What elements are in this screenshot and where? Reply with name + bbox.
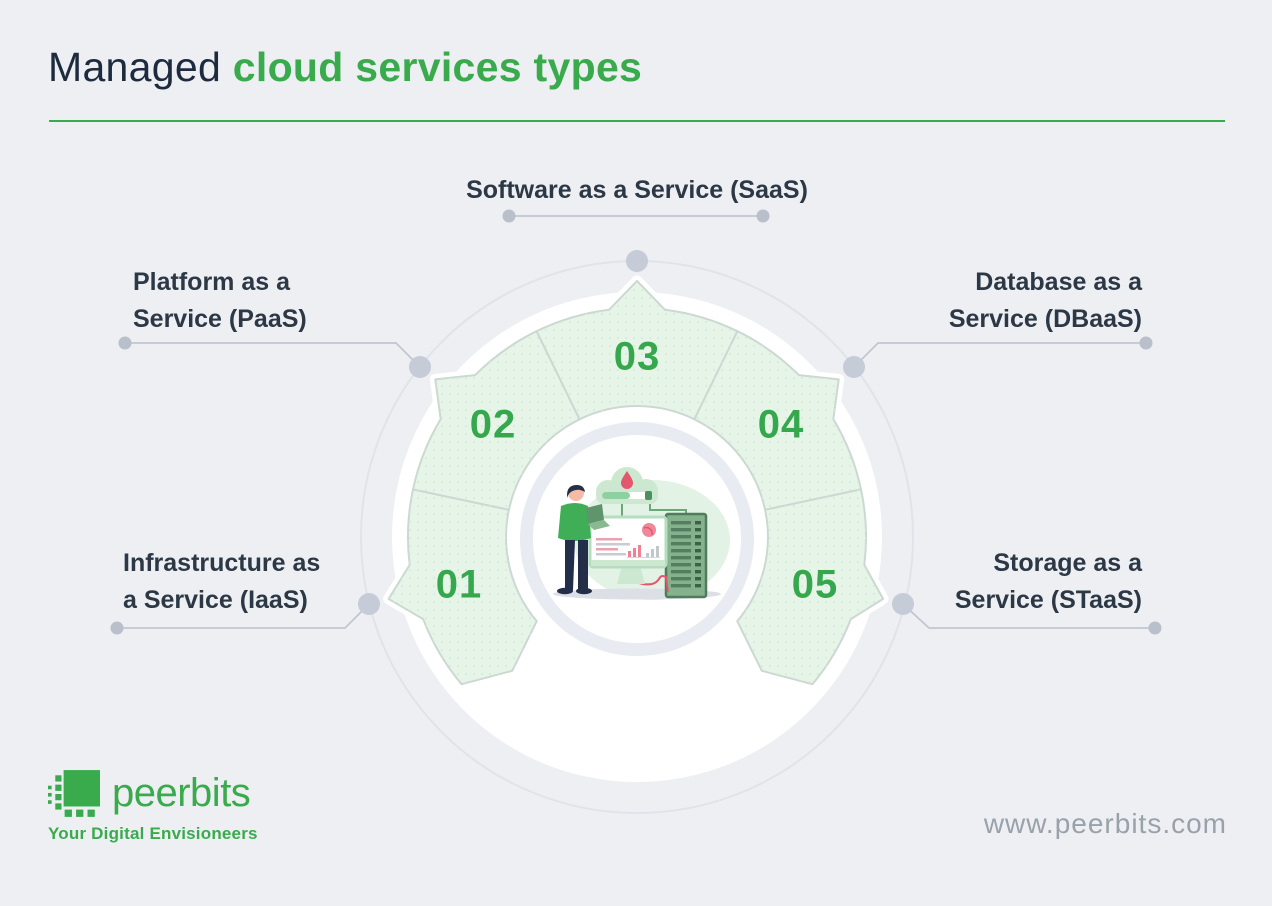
brand-logo: peerbits [48, 770, 251, 818]
connector-dbaas [853, 342, 1146, 368]
label-dbaas: Database as a Service (DBaaS) [948, 268, 1142, 333]
node-dot-iaas [358, 593, 380, 615]
person-figure [557, 485, 610, 595]
wheel-segments [387, 280, 885, 686]
title-highlight: cloud services types [232, 44, 643, 90]
cloud-graphic [596, 467, 658, 504]
mini-bar-chart [627, 545, 660, 558]
title-underline [49, 120, 1225, 122]
label-paas: Platform as a Service (PaaS) [133, 268, 307, 333]
cloud-server-wire [649, 504, 687, 515]
segment-number-01: 01 [435, 562, 483, 607]
monitor-graphic [588, 515, 668, 584]
node-dots [358, 250, 914, 615]
title-regular: Managed [48, 44, 222, 90]
server-rack-graphic [664, 512, 708, 599]
segment-number-04: 04 [757, 402, 805, 447]
segment-number-03: 03 [613, 334, 661, 379]
website-url: www.peerbits.com [983, 808, 1227, 839]
node-dot-paas [409, 356, 431, 378]
connector-staas [902, 603, 1155, 629]
center-illustration [553, 467, 730, 600]
node-dot-staas [892, 593, 914, 615]
node-dot-dbaas [843, 356, 865, 378]
segment-number-05: 05 [791, 562, 839, 607]
label-staas: Storage as a Service (STaaS) [954, 549, 1142, 614]
connector-paas [125, 342, 421, 368]
page-title: Managed cloud services types [48, 44, 642, 91]
brand-tagline: Your Digital Envisioneers [48, 824, 258, 843]
peerbits-logo-icon [48, 770, 100, 817]
brand-name: peerbits [112, 771, 251, 815]
connector-lines [110, 209, 1162, 635]
segment-number-02: 02 [469, 402, 517, 447]
label-saas: Software as a Service (SaaS) [466, 176, 808, 204]
node-dot-saas [626, 250, 648, 272]
connector-iaas [117, 603, 370, 629]
droplet-icon [621, 471, 633, 489]
label-iaas: Infrastructure as a Service (IaaS) [123, 549, 321, 614]
